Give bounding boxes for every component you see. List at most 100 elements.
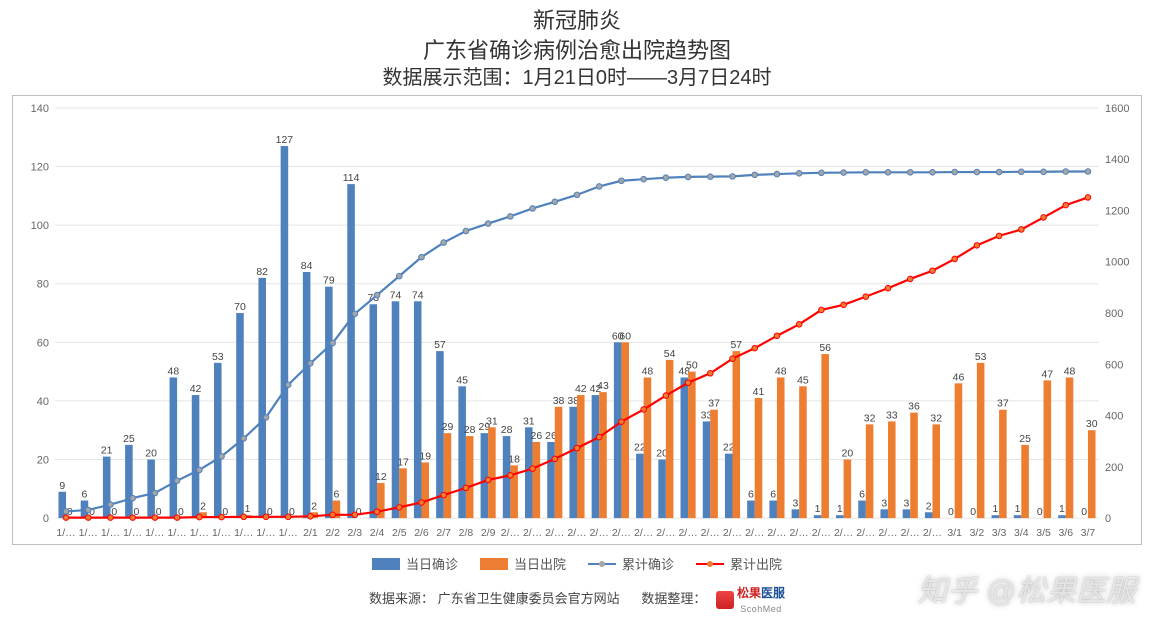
svg-text:2/…: 2/… bbox=[501, 528, 520, 539]
svg-text:1/…: 1/… bbox=[101, 528, 120, 539]
svg-text:2/2: 2/2 bbox=[325, 528, 340, 539]
svg-text:20: 20 bbox=[37, 455, 49, 467]
svg-text:53: 53 bbox=[975, 352, 987, 363]
svg-text:70: 70 bbox=[234, 302, 246, 313]
svg-text:3: 3 bbox=[792, 498, 798, 509]
brand-icon bbox=[716, 591, 734, 609]
svg-text:41: 41 bbox=[753, 387, 765, 398]
svg-text:1/…: 1/… bbox=[168, 528, 187, 539]
svg-text:32: 32 bbox=[930, 413, 942, 424]
footer-org-label: 数据整理： bbox=[641, 591, 706, 606]
legend-daily-confirmed: 当日确诊 bbox=[372, 554, 458, 573]
svg-text:19: 19 bbox=[419, 451, 431, 462]
legend-label: 当日确诊 bbox=[406, 554, 458, 573]
svg-text:18: 18 bbox=[508, 454, 520, 465]
svg-text:2/…: 2/… bbox=[701, 528, 720, 539]
svg-text:2/3: 2/3 bbox=[348, 528, 363, 539]
svg-text:53: 53 bbox=[212, 352, 224, 363]
svg-text:140: 140 bbox=[31, 103, 49, 115]
svg-text:6: 6 bbox=[859, 490, 865, 501]
svg-text:48: 48 bbox=[775, 367, 787, 378]
svg-text:54: 54 bbox=[664, 349, 676, 360]
svg-text:1/…: 1/… bbox=[79, 528, 98, 539]
legend-cum-discharged: 累计出院 bbox=[696, 554, 782, 573]
legend-daily-discharged: 当日出院 bbox=[480, 554, 566, 573]
footer-source-label: 数据来源： bbox=[369, 591, 434, 606]
svg-text:45: 45 bbox=[797, 375, 809, 386]
svg-text:32: 32 bbox=[864, 413, 876, 424]
svg-text:2/…: 2/… bbox=[745, 528, 764, 539]
svg-text:40: 40 bbox=[37, 396, 49, 408]
svg-text:12: 12 bbox=[375, 472, 387, 483]
svg-text:2/…: 2/… bbox=[656, 528, 675, 539]
svg-text:25: 25 bbox=[123, 434, 135, 445]
brand-suffix: 医服 bbox=[761, 586, 785, 600]
svg-text:47: 47 bbox=[1041, 369, 1053, 380]
svg-text:25: 25 bbox=[1019, 434, 1031, 445]
svg-text:2/…: 2/… bbox=[723, 528, 742, 539]
svg-text:48: 48 bbox=[168, 367, 180, 378]
svg-text:42: 42 bbox=[190, 384, 202, 395]
svg-text:60: 60 bbox=[37, 337, 49, 349]
svg-text:46: 46 bbox=[953, 372, 965, 383]
svg-text:74: 74 bbox=[412, 290, 424, 301]
svg-text:1/…: 1/… bbox=[190, 528, 209, 539]
svg-text:50: 50 bbox=[686, 361, 698, 372]
svg-text:1: 1 bbox=[815, 504, 821, 515]
svg-text:2/…: 2/… bbox=[590, 528, 609, 539]
svg-text:3: 3 bbox=[904, 498, 910, 509]
svg-text:1600: 1600 bbox=[1105, 103, 1129, 115]
svg-text:1: 1 bbox=[245, 504, 251, 515]
svg-text:1/…: 1/… bbox=[279, 528, 298, 539]
svg-text:3/4: 3/4 bbox=[1014, 528, 1029, 539]
svg-text:1: 1 bbox=[837, 504, 843, 515]
chart-legend: 当日确诊 当日出院 累计确诊 累计出院 bbox=[0, 554, 1154, 573]
svg-text:2/1: 2/1 bbox=[303, 528, 318, 539]
legend-label: 当日出院 bbox=[514, 554, 566, 573]
svg-text:1/…: 1/… bbox=[234, 528, 253, 539]
svg-text:2/…: 2/… bbox=[901, 528, 920, 539]
svg-text:79: 79 bbox=[323, 276, 335, 287]
svg-text:2/…: 2/… bbox=[856, 528, 875, 539]
svg-text:30: 30 bbox=[1086, 419, 1098, 430]
svg-text:1/…: 1/… bbox=[212, 528, 231, 539]
svg-text:1/…: 1/… bbox=[56, 528, 75, 539]
chart-footer: 数据来源： 广东省卫生健康委员会官方网站 数据整理： 松果医服 ScohMed bbox=[0, 584, 1154, 615]
svg-text:0: 0 bbox=[948, 507, 954, 518]
svg-text:33: 33 bbox=[886, 410, 898, 421]
legend-label: 累计确诊 bbox=[622, 554, 674, 573]
svg-text:21: 21 bbox=[101, 446, 113, 457]
svg-text:2: 2 bbox=[311, 501, 317, 512]
svg-text:3/7: 3/7 bbox=[1081, 528, 1096, 539]
svg-text:48: 48 bbox=[642, 367, 654, 378]
svg-text:6: 6 bbox=[748, 490, 754, 501]
svg-text:1000: 1000 bbox=[1105, 257, 1129, 269]
svg-text:6: 6 bbox=[333, 490, 339, 501]
svg-text:0: 0 bbox=[970, 507, 976, 518]
svg-text:2/…: 2/… bbox=[812, 528, 831, 539]
brand-sub: ScohMed bbox=[740, 604, 782, 614]
svg-text:1200: 1200 bbox=[1105, 205, 1129, 217]
svg-text:2/…: 2/… bbox=[767, 528, 786, 539]
svg-text:3/1: 3/1 bbox=[947, 528, 962, 539]
swatch-bar-orange bbox=[480, 558, 508, 570]
svg-text:1: 1 bbox=[1015, 504, 1021, 515]
svg-text:31: 31 bbox=[486, 416, 498, 427]
footer-source-value: 广东省卫生健康委员会官方网站 bbox=[438, 591, 620, 606]
chart-title-range: 数据展示范围：1月21日0时——3月7日24时 bbox=[0, 65, 1154, 92]
svg-text:2/…: 2/… bbox=[790, 528, 809, 539]
svg-text:43: 43 bbox=[597, 381, 609, 392]
svg-text:2/…: 2/… bbox=[545, 528, 564, 539]
svg-text:1/…: 1/… bbox=[123, 528, 142, 539]
svg-text:2: 2 bbox=[200, 501, 206, 512]
svg-text:57: 57 bbox=[434, 340, 446, 351]
svg-text:2/…: 2/… bbox=[923, 528, 942, 539]
svg-text:2: 2 bbox=[926, 501, 932, 512]
svg-text:45: 45 bbox=[456, 375, 468, 386]
svg-text:2/6: 2/6 bbox=[414, 528, 429, 539]
chart-title-block: 新冠肺炎 广东省确诊病例治愈出院趋势图 数据展示范围：1月21日0时——3月7日… bbox=[0, 0, 1154, 92]
svg-text:800: 800 bbox=[1105, 308, 1123, 320]
footer-brand-mark: 松果医服 ScohMed bbox=[716, 584, 785, 615]
svg-text:80: 80 bbox=[37, 279, 49, 291]
svg-text:3: 3 bbox=[881, 498, 887, 509]
